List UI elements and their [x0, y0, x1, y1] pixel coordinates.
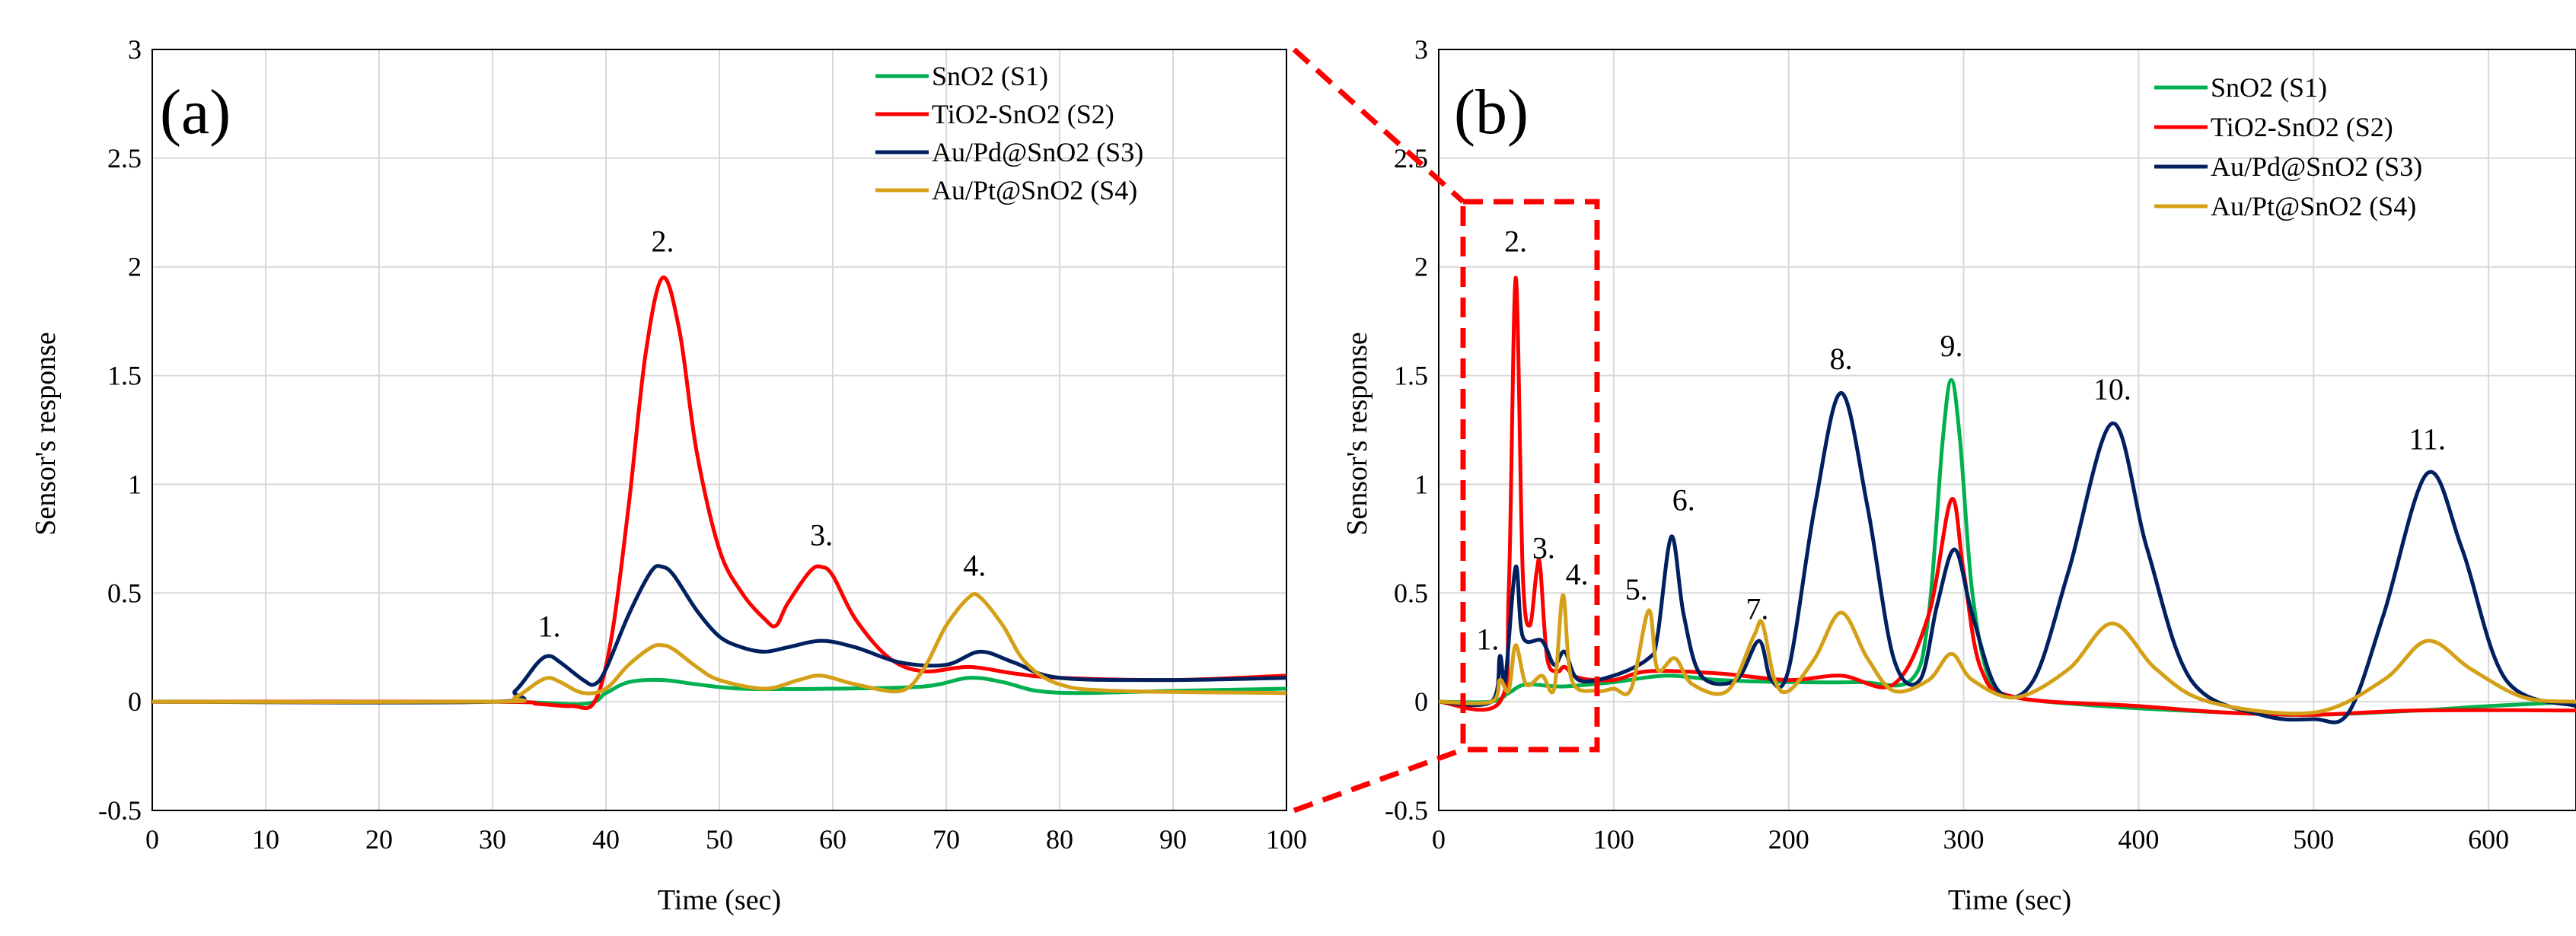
- x-axis-label-b: Time (sec): [1948, 884, 2071, 916]
- plot-frame-b: [1438, 49, 2576, 811]
- legend-label: SnO2 (S1): [932, 61, 1048, 91]
- peak-annotation: 11.: [2409, 422, 2446, 457]
- x-tick-label: 70: [933, 824, 960, 855]
- y-tick-label: 0: [1414, 686, 1428, 717]
- annotations-b: 1. 2. 3. 4. 5. 6. 7. 8. 9. 10. 11.: [1476, 224, 2446, 657]
- y-tick-label: 0.5: [107, 578, 142, 608]
- zoom-connector-top: [1292, 47, 1465, 204]
- series-line-4: [1438, 593, 2576, 716]
- peak-annotation: 1.: [1476, 622, 1499, 657]
- y-tick-labels-a: -0.5 0 0.5 1 1.5 2 2.5 3: [98, 34, 142, 826]
- x-tick-labels-a: 0 10 20 30 40 50 60 70 80 90 100: [145, 824, 1307, 855]
- y-tick-label: 1: [128, 469, 142, 499]
- legend-label: TiO2-SnO2 (S2): [2211, 112, 2393, 142]
- x-tick-label: 100: [1593, 824, 1634, 855]
- peak-annotation: 1.: [538, 609, 561, 643]
- peak-annotation: 10.: [2093, 372, 2131, 406]
- legend-label: TiO2-SnO2 (S2): [932, 99, 1114, 129]
- y-tick-label: -0.5: [1385, 795, 1428, 826]
- x-tick-label: 80: [1046, 824, 1073, 855]
- x-tick-label: 40: [592, 824, 620, 855]
- peak-annotation: 5.: [1625, 572, 1648, 606]
- peak-annotation: 9.: [1940, 329, 1962, 363]
- x-tick-label: 10: [252, 824, 279, 855]
- plot-frame-a: [151, 49, 1287, 811]
- x-tick-label: 20: [365, 824, 393, 855]
- peak-annotation: 3.: [1532, 531, 1555, 565]
- legend-label: Au/Pd@SnO2 (S3): [2211, 151, 2422, 182]
- x-tick-label: 60: [819, 824, 846, 855]
- legend-b: SnO2 (S1) TiO2-SnO2 (S2) Au/Pd@SnO2 (S3) Au…: [2154, 72, 2422, 221]
- y-tick-label: 2: [1414, 252, 1428, 282]
- y-tick-label: -0.5: [98, 795, 142, 826]
- panel-label-b: (b): [1454, 77, 1529, 148]
- y-tick-label: 1.5: [107, 361, 142, 391]
- x-tick-label: 400: [2118, 824, 2159, 855]
- series-line-2: [1438, 275, 2576, 717]
- zoom-box: [1460, 199, 1600, 753]
- panel-a: -0.500.511.522.53 0 10 20 30 40 50 60 70 80 90 100…: [30, 34, 1307, 916]
- y-tick-label: 0.5: [1394, 578, 1428, 608]
- legend-label: Au/Pt@SnO2 (S4): [932, 175, 1137, 205]
- series-line-3: [151, 564, 1287, 705]
- y-tick-label: 1: [1414, 469, 1428, 499]
- series-lines-b: [1438, 275, 2576, 724]
- grid-a: [151, 49, 1287, 811]
- peak-annotation: 4.: [1566, 557, 1589, 591]
- y-tick-label: 3: [128, 34, 142, 65]
- y-tick-label: 1.5: [1394, 361, 1428, 391]
- zoom-connector-bottom: [1293, 747, 1465, 813]
- x-tick-label: 50: [706, 824, 733, 855]
- series-line-1: [1438, 377, 2576, 717]
- x-tick-labels-b: 0 100 200 300 400 500 600: [1432, 824, 2509, 855]
- legend-label: Au/Pt@SnO2 (S4): [2211, 191, 2416, 221]
- x-tick-label: 500: [2293, 824, 2334, 855]
- peak-annotation: 6.: [1672, 483, 1695, 517]
- x-tick-label: 600: [2468, 824, 2509, 855]
- y-axis-label-a: Sensor's response: [30, 332, 62, 536]
- series-line-3: [1438, 390, 2576, 724]
- peak-annotation: 2.: [1504, 224, 1527, 259]
- x-tick-label: 300: [1943, 824, 1985, 855]
- x-tick-label: 200: [1768, 824, 1809, 855]
- x-tick-label: 30: [479, 824, 506, 855]
- peak-annotation: 8.: [1830, 342, 1853, 376]
- x-tick-label: 90: [1159, 824, 1187, 855]
- legend-label: Au/Pd@SnO2 (S3): [932, 137, 1143, 167]
- y-tick-label: 3: [1414, 34, 1428, 65]
- y-axis-label-b: Sensor's response: [1341, 332, 1373, 536]
- series-lines-a: [151, 275, 1287, 711]
- series-line-4: [151, 591, 1287, 705]
- x-axis-label-a: Time (sec): [658, 884, 781, 916]
- x-tick-label: 100: [1266, 824, 1307, 855]
- series-line-2: [151, 275, 1287, 711]
- y-tick-label: 2.5: [107, 143, 142, 174]
- peak-annotation: 2.: [652, 224, 674, 259]
- annotations-a: 1. 2. 3. 4.: [538, 224, 987, 644]
- legend-label: SnO2 (S1): [2211, 72, 2327, 103]
- peak-annotation: 4.: [963, 548, 986, 582]
- peak-annotation: 7.: [1745, 592, 1768, 626]
- x-tick-label: 0: [1432, 824, 1446, 855]
- legend-a: SnO2 (S1) TiO2-SnO2 (S2) Au/Pd@SnO2 (S3) Au…: [875, 61, 1143, 205]
- y-tick-label: 2: [128, 252, 142, 282]
- y-tick-labels-b: -0.500.511.522.53: [1385, 34, 1428, 826]
- x-tick-label: 0: [145, 824, 159, 855]
- y-tick-label: 0: [128, 686, 142, 717]
- peak-annotation: 3.: [810, 517, 833, 552]
- panel-label-a: (a): [160, 77, 231, 148]
